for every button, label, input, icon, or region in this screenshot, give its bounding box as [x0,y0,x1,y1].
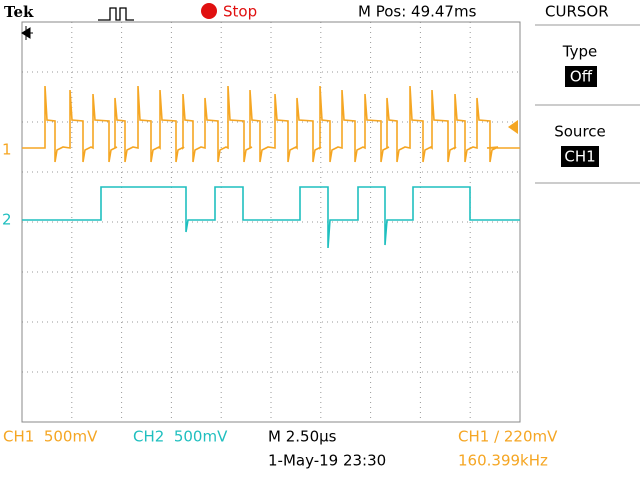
menu-value-box [561,146,599,167]
ch2-scale: CH2 500mV [133,428,228,446]
frequency: 160.399kHz [458,452,548,470]
menu-value[interactable]: Off [570,68,593,86]
menu-label[interactable]: Type [562,43,597,61]
trigger-position-marker [21,26,33,40]
menu-value-box [565,66,597,87]
menu-label[interactable]: Source [554,123,606,141]
ch1-scale: CH1 500mV [3,428,98,446]
trigger-setting: CH1 ∕ 220mV [458,428,558,446]
ch1-marker: 1 [2,141,12,159]
graticule [22,22,520,422]
ch1-trace [22,85,520,163]
brand: Tek [4,3,34,21]
timebase: M 2.50µs [268,428,337,446]
menu-title: CURSOR [545,3,609,21]
horizontal-position: M Pos: 49.47ms [358,3,477,21]
ch2-marker: 2 [2,211,12,229]
graticule-border [21,21,521,423]
trigger-level-marker [508,120,518,134]
date-time: 1-May-19 23:30 [268,452,386,470]
stop-indicator [201,3,217,19]
acquisition-status: Stop [223,3,257,21]
menu-value[interactable]: CH1 [564,148,595,166]
trigger-icon [98,7,134,21]
ch2-trace [22,186,520,249]
